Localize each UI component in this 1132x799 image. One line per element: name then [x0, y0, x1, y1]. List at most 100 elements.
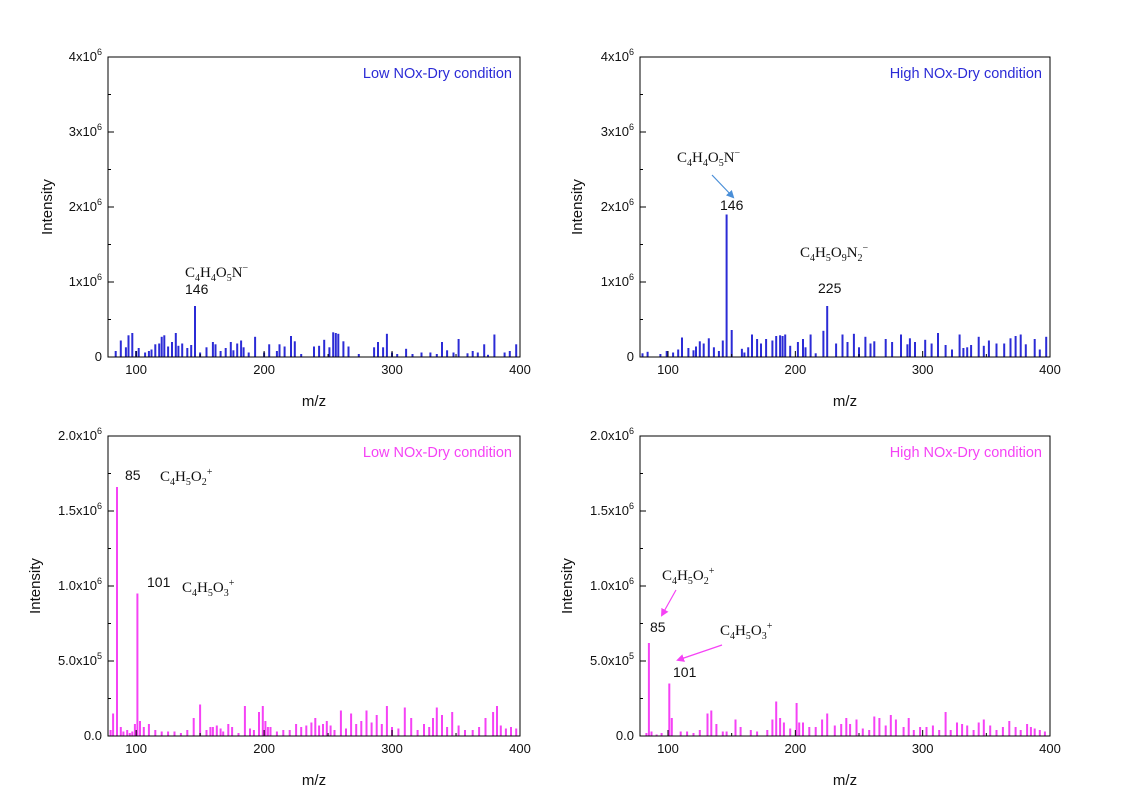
bar — [749, 730, 752, 736]
y-tick-label: 1.0x106 — [58, 576, 102, 593]
bar — [908, 338, 911, 358]
bar — [822, 330, 825, 358]
x-axis-label: m/z — [833, 393, 857, 410]
bar-series — [645, 643, 1046, 736]
bar — [987, 340, 990, 357]
bar — [977, 722, 980, 736]
bar — [476, 352, 479, 357]
bar — [826, 306, 829, 357]
bar — [1001, 727, 1004, 736]
bar — [902, 727, 905, 736]
bar — [864, 336, 867, 358]
bar — [756, 731, 759, 736]
bar — [962, 348, 965, 357]
bar — [665, 351, 668, 357]
bar — [441, 342, 443, 357]
bar — [906, 344, 909, 358]
bar — [114, 351, 117, 357]
bar — [712, 347, 715, 358]
bar — [789, 345, 792, 358]
bar — [855, 719, 858, 736]
x-axis: 100 200 300 400 m/z — [657, 351, 1061, 410]
bar — [240, 340, 243, 357]
bar — [373, 347, 376, 358]
bar — [350, 713, 353, 736]
bar — [224, 348, 227, 357]
bar — [804, 347, 807, 358]
bar — [483, 344, 486, 358]
bar — [894, 719, 897, 736]
x-tick-label: 200 — [253, 741, 275, 756]
bar — [396, 354, 399, 357]
bar — [721, 340, 724, 357]
bar — [236, 343, 239, 357]
bar — [435, 707, 438, 736]
bar — [779, 718, 782, 736]
bar — [725, 214, 728, 357]
bar — [334, 333, 337, 357]
bar — [380, 724, 383, 736]
bar — [687, 348, 690, 357]
bar — [937, 333, 939, 357]
bar — [266, 727, 269, 736]
bar — [660, 733, 663, 736]
x-tick-label: 200 — [253, 362, 275, 377]
bar — [119, 727, 122, 736]
bar — [914, 342, 916, 357]
bar — [147, 351, 150, 357]
bar — [814, 353, 817, 358]
bar — [492, 712, 495, 736]
bar — [966, 347, 969, 358]
x-axis: 100 200 300 400 m/z — [125, 730, 531, 789]
bar — [428, 727, 431, 736]
bar — [405, 348, 408, 358]
bar — [131, 731, 134, 736]
peak-formula: C4H5O3+ — [720, 621, 773, 642]
bar — [692, 350, 695, 358]
bar — [375, 715, 378, 736]
bar — [650, 731, 653, 736]
bar — [493, 334, 496, 357]
bar — [751, 334, 753, 357]
bar — [515, 344, 518, 358]
bar — [446, 727, 449, 736]
bar — [423, 724, 425, 736]
bar — [310, 722, 313, 736]
bar — [247, 352, 250, 357]
x-axis: 100 200 300 400 m/z — [125, 351, 531, 410]
bar — [290, 336, 292, 357]
bar — [912, 730, 915, 736]
bar — [283, 346, 286, 357]
bar — [900, 334, 902, 357]
bar — [681, 337, 683, 357]
bar — [451, 712, 454, 736]
bar — [295, 724, 298, 736]
bar — [174, 333, 177, 357]
bar — [136, 593, 139, 736]
bar — [219, 351, 222, 357]
bar — [645, 733, 648, 736]
bar — [907, 718, 910, 736]
bar — [878, 718, 881, 736]
y-tick-label: 2.0x106 — [58, 426, 102, 443]
bar — [715, 724, 718, 736]
bar — [504, 728, 507, 736]
bar — [1033, 339, 1036, 357]
bar — [808, 727, 811, 736]
bar — [802, 339, 804, 357]
bar — [889, 715, 892, 736]
bar — [487, 354, 489, 358]
bar — [884, 339, 887, 357]
peak-label: 146 — [185, 281, 209, 297]
condition-label: High NOx-Dry condition — [890, 445, 1042, 461]
bar — [756, 339, 759, 357]
peak-formula: C4H5O2+ — [160, 467, 213, 488]
bar — [229, 342, 232, 357]
bar — [249, 728, 251, 736]
bar — [179, 733, 182, 736]
peak-formula: C4H5O2+ — [662, 566, 715, 587]
annotation-arrow — [661, 589, 677, 617]
bar — [845, 718, 848, 736]
bar — [144, 352, 147, 357]
